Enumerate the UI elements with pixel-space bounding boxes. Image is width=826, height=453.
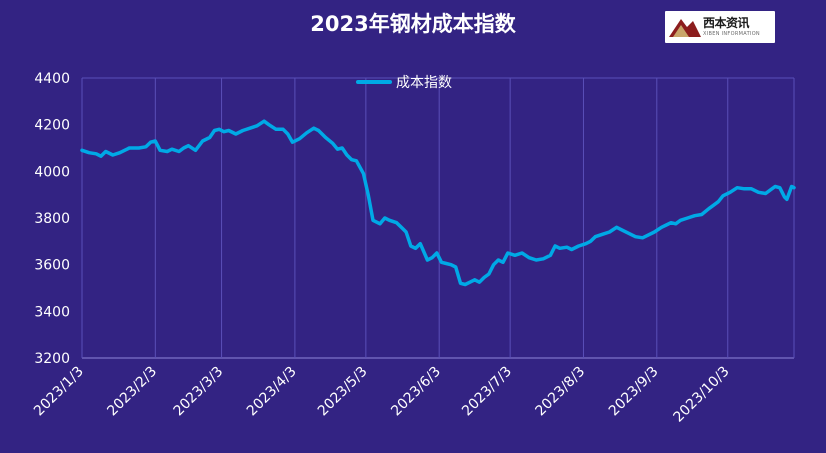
y-tick-label: 3600 <box>34 258 70 274</box>
y-axis-group: 3200 3400 3600 3800 4000 4200 4400 <box>34 71 794 367</box>
x-tick-label: 2023/3/3 <box>171 364 227 420</box>
legend-label: 成本指数 <box>396 75 452 91</box>
x-tick-label: 2023/5/3 <box>315 364 371 420</box>
chart-title: 2023年钢材成本指数 <box>310 12 516 36</box>
series-group <box>80 119 796 287</box>
legend: 成本指数 <box>356 72 452 92</box>
y-tick-label: 3400 <box>34 304 70 320</box>
x-tick-label: 2023/6/3 <box>388 364 444 420</box>
y-tick-label: 3200 <box>34 351 70 367</box>
logo-tagline-text: XIBEN INFORMATION <box>703 31 760 37</box>
x-tick-label: 2023/10/3 <box>671 364 733 426</box>
x-tick-label: 2023/2/3 <box>104 364 160 420</box>
logo-brand-text: 西本资讯 <box>703 16 750 30</box>
x-tick-label: 2023/7/3 <box>459 364 515 420</box>
legend-swatch <box>356 80 392 84</box>
y-tick-label: 4400 <box>34 71 70 87</box>
x-tick-label: 2023/1/3 <box>31 364 87 420</box>
y-tick-label: 4000 <box>34 164 70 180</box>
y-tick-label: 4200 <box>34 118 70 134</box>
series-line <box>80 119 796 287</box>
brand-logo: 西本资讯 XIBEN INFORMATION <box>665 11 775 43</box>
x-tick-label: 2023/9/3 <box>606 364 662 420</box>
y-tick-label: 3800 <box>34 211 70 227</box>
x-axis-group: 2023/1/3 2023/2/3 2023/3/3 2023/4/3 2023/5/3… <box>31 364 733 426</box>
x-tick-label: 2023/4/3 <box>244 364 300 420</box>
vertical-grid-group <box>81 77 795 358</box>
logo-mark-icon <box>669 19 701 37</box>
x-tick-label: 2023/8/3 <box>533 364 589 420</box>
